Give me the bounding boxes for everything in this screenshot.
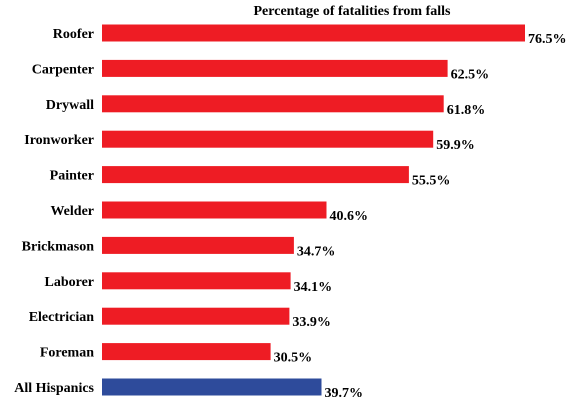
value-label-foreman: 30.5% [274, 351, 313, 366]
value-label-laborer: 34.1% [294, 280, 333, 295]
bar-drywall [102, 95, 444, 113]
bar-ironworker [102, 130, 434, 148]
category-label-welder: Welder [50, 204, 94, 219]
bar-laborer [102, 272, 291, 290]
bars-group [102, 24, 525, 396]
bar-welder [102, 201, 327, 219]
category-label-painter: Painter [50, 169, 94, 184]
value-label-roofer: 76.5% [528, 32, 567, 47]
value-label-welder: 40.6% [330, 209, 369, 224]
chart-title: Percentage of fatalities from falls [254, 4, 452, 19]
category-labels-group: Roofer Carpenter Drywall Ironworker Painter W… [14, 27, 94, 396]
bar-brickmason [102, 236, 294, 254]
bar-all-hispanics [102, 378, 322, 396]
category-label-all-hispanics: All Hispanics [14, 381, 94, 396]
category-label-brickmason: Brickmason [22, 239, 95, 254]
category-label-drywall: Drywall [46, 98, 94, 113]
bar-painter [102, 166, 409, 184]
value-label-electrician: 33.9% [292, 315, 331, 330]
category-label-foreman: Foreman [40, 346, 94, 361]
category-label-electrician: Electrician [29, 310, 95, 325]
value-label-painter: 55.5% [412, 174, 451, 189]
value-labels-group: 76.5% 62.5% 61.8% 59.9% 55.5% 40.6% 34.7% 34.1%… [274, 32, 567, 401]
bar-foreman [102, 343, 271, 361]
value-label-carpenter: 62.5% [451, 67, 490, 82]
category-label-carpenter: Carpenter [32, 62, 94, 77]
category-label-laborer: Laborer [44, 275, 94, 290]
category-label-roofer: Roofer [53, 27, 94, 42]
value-label-all-hispanics: 39.7% [325, 386, 364, 401]
value-label-brickmason: 34.7% [297, 244, 336, 259]
bar-carpenter [102, 59, 448, 77]
bar-roofer [102, 24, 525, 42]
value-label-drywall: 61.8% [447, 103, 486, 118]
category-label-ironworker: Ironworker [24, 133, 94, 148]
bar-electrician [102, 307, 290, 325]
value-label-ironworker: 59.9% [436, 138, 475, 153]
